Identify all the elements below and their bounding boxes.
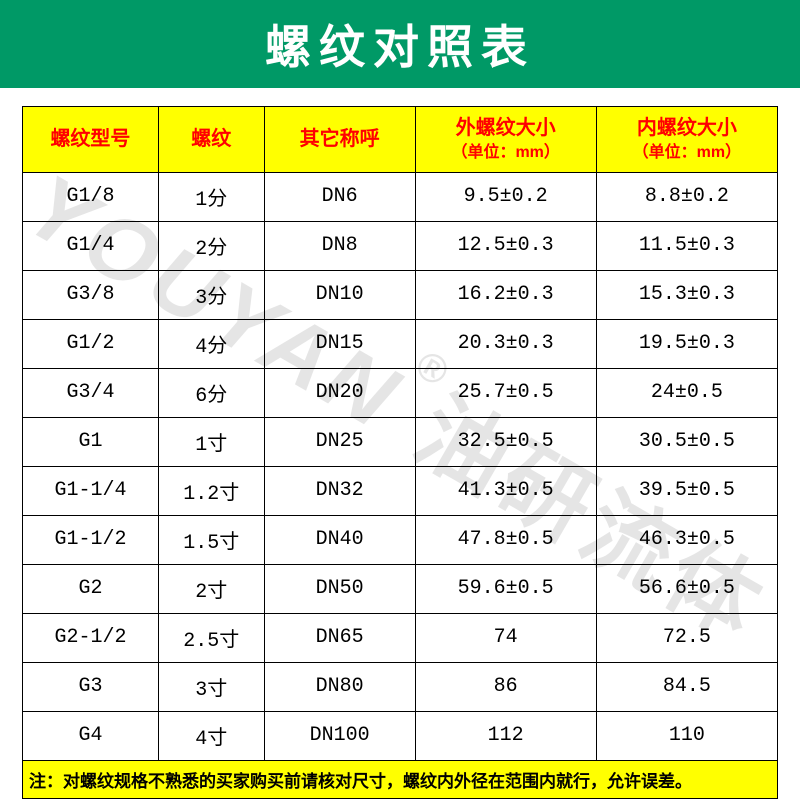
cell-r5-c4: 30.5±0.5 [596, 417, 777, 466]
cell-r9-c3: 74 [415, 613, 596, 662]
cell-r6-c3: 41.3±0.5 [415, 466, 596, 515]
cell-r6-c0: G1-1/4 [23, 466, 159, 515]
cell-r10-c1: 3寸 [158, 662, 264, 711]
table-row: G1-1/21.5寸DN4047.8±0.546.3±0.5 [23, 515, 778, 564]
col-header-2: 其它称呼 [264, 107, 415, 173]
cell-r3-c3: 20.3±0.3 [415, 319, 596, 368]
cell-r0-c1: 1分 [158, 172, 264, 221]
cell-r4-c0: G3/4 [23, 368, 159, 417]
page: 螺纹对照表 螺纹型号 螺纹 其它称呼 外螺纹大小 （单位：mm） 内螺纹大小 （单位：mm）… [0, 0, 800, 800]
cell-r11-c2: DN100 [264, 711, 415, 760]
cell-r4-c3: 25.7±0.5 [415, 368, 596, 417]
cell-r5-c0: G1 [23, 417, 159, 466]
cell-r5-c2: DN25 [264, 417, 415, 466]
cell-r7-c4: 46.3±0.5 [596, 515, 777, 564]
cell-r8-c4: 56.6±0.5 [596, 564, 777, 613]
header-row: 螺纹型号 螺纹 其它称呼 外螺纹大小 （单位：mm） 内螺纹大小 （单位：mm） [23, 107, 778, 173]
col-header-main: 外螺纹大小 [456, 117, 556, 139]
cell-r3-c0: G1/2 [23, 319, 159, 368]
cell-r1-c0: G1/4 [23, 221, 159, 270]
table-row: G3/83分DN1016.2±0.315.3±0.3 [23, 270, 778, 319]
cell-r4-c2: DN20 [264, 368, 415, 417]
col-header-main: 内螺纹大小 [637, 117, 737, 139]
table-row: G11寸DN2532.5±0.530.5±0.5 [23, 417, 778, 466]
col-header-3: 外螺纹大小 （单位：mm） [415, 107, 596, 173]
col-header-main: 其它称呼 [300, 128, 380, 150]
cell-r1-c1: 2分 [158, 221, 264, 270]
cell-r5-c1: 1寸 [158, 417, 264, 466]
col-header-4: 内螺纹大小 （单位：mm） [596, 107, 777, 173]
cell-r7-c0: G1-1/2 [23, 515, 159, 564]
table-body: G1/81分DN69.5±0.28.8±0.2G1/42分DN812.5±0.3… [23, 172, 778, 760]
cell-r1-c2: DN8 [264, 221, 415, 270]
cell-r9-c2: DN65 [264, 613, 415, 662]
table-row: G3/46分DN2025.7±0.524±0.5 [23, 368, 778, 417]
cell-r7-c1: 1.5寸 [158, 515, 264, 564]
cell-r7-c3: 47.8±0.5 [415, 515, 596, 564]
table-row: G44寸DN100112110 [23, 711, 778, 760]
table-row: G1/24分DN1520.3±0.319.5±0.3 [23, 319, 778, 368]
col-header-1: 螺纹 [158, 107, 264, 173]
cell-r9-c1: 2.5寸 [158, 613, 264, 662]
cell-r0-c2: DN6 [264, 172, 415, 221]
thread-table: 螺纹型号螺纹其它称呼外螺纹大小（单位：mm）内螺纹大小（单位：mm） G1/81… [22, 106, 778, 761]
cell-r10-c2: DN80 [264, 662, 415, 711]
cell-r8-c1: 2寸 [158, 564, 264, 613]
cell-r6-c1: 1.2寸 [158, 466, 264, 515]
cell-r3-c1: 4分 [158, 319, 264, 368]
cell-r1-c4: 11.5±0.3 [596, 221, 777, 270]
cell-r2-c4: 15.3±0.3 [596, 270, 777, 319]
table-row: G33寸DN808684.5 [23, 662, 778, 711]
cell-r0-c4: 8.8±0.2 [596, 172, 777, 221]
col-header-sub: （单位：mm） [601, 142, 773, 164]
cell-r11-c0: G4 [23, 711, 159, 760]
title-bar: 螺纹对照表 [0, 0, 800, 88]
cell-r11-c1: 4寸 [158, 711, 264, 760]
cell-r10-c4: 84.5 [596, 662, 777, 711]
cell-r3-c2: DN15 [264, 319, 415, 368]
table-row: G1/81分DN69.5±0.28.8±0.2 [23, 172, 778, 221]
cell-r0-c0: G1/8 [23, 172, 159, 221]
col-header-sub: （单位：mm） [420, 142, 592, 164]
cell-r1-c3: 12.5±0.3 [415, 221, 596, 270]
col-header-0: 螺纹型号 [23, 107, 159, 173]
col-header-main: 螺纹型号 [50, 128, 130, 150]
cell-r8-c0: G2 [23, 564, 159, 613]
cell-r7-c2: DN40 [264, 515, 415, 564]
cell-r3-c4: 19.5±0.3 [596, 319, 777, 368]
table-wrapper: 螺纹型号螺纹其它称呼外螺纹大小（单位：mm）内螺纹大小（单位：mm） G1/81… [0, 88, 800, 761]
cell-r0-c3: 9.5±0.2 [415, 172, 596, 221]
table-head: 螺纹型号 螺纹 其它称呼 外螺纹大小 （单位：mm） 内螺纹大小 （单位：mm） [23, 107, 778, 173]
cell-r6-c4: 39.5±0.5 [596, 466, 777, 515]
cell-r8-c3: 59.6±0.5 [415, 564, 596, 613]
cell-r2-c3: 16.2±0.3 [415, 270, 596, 319]
table-row: G22寸DN5059.6±0.556.6±0.5 [23, 564, 778, 613]
cell-r4-c4: 24±0.5 [596, 368, 777, 417]
table-row: G1/42分DN812.5±0.311.5±0.3 [23, 221, 778, 270]
cell-r9-c4: 72.5 [596, 613, 777, 662]
table-row: G1-1/41.2寸DN3241.3±0.539.5±0.5 [23, 466, 778, 515]
cell-r2-c2: DN10 [264, 270, 415, 319]
cell-r10-c0: G3 [23, 662, 159, 711]
cell-r10-c3: 86 [415, 662, 596, 711]
footnote: 注：对螺纹规格不熟悉的买家购买前请核对尺寸，螺纹内外径在范围内就行，允许误差。 [22, 761, 778, 799]
page-title: 螺纹对照表 [265, 11, 535, 77]
cell-r11-c4: 110 [596, 711, 777, 760]
cell-r6-c2: DN32 [264, 466, 415, 515]
col-header-main: 螺纹 [191, 128, 231, 150]
cell-r4-c1: 6分 [158, 368, 264, 417]
cell-r5-c3: 32.5±0.5 [415, 417, 596, 466]
cell-r2-c1: 3分 [158, 270, 264, 319]
cell-r2-c0: G3/8 [23, 270, 159, 319]
table-row: G2-1/22.5寸DN657472.5 [23, 613, 778, 662]
cell-r11-c3: 112 [415, 711, 596, 760]
cell-r8-c2: DN50 [264, 564, 415, 613]
cell-r9-c0: G2-1/2 [23, 613, 159, 662]
